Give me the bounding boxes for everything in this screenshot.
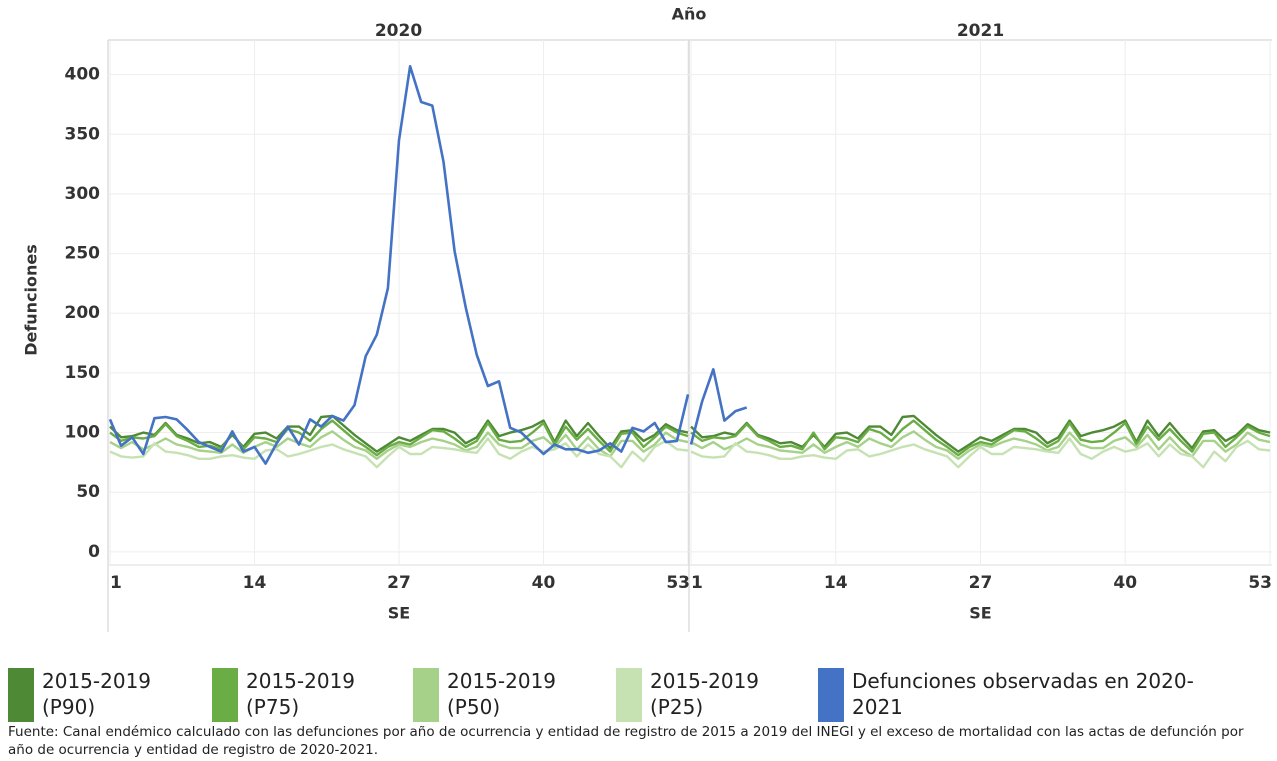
legend-swatch [8, 668, 34, 722]
x-axis-label: SE [388, 604, 410, 623]
x-axis-label: SE [969, 604, 991, 623]
x-tick-label: 14 [243, 573, 267, 593]
y-axis-label: Defunciones [22, 244, 41, 356]
x-tick-label: 14 [824, 573, 848, 593]
panel-title: 2021 [957, 21, 1004, 41]
legend: 2015-2019 (P90) 2015-2019 (P75) 2015-2019 … [8, 668, 1268, 722]
y-tick-label: 250 [65, 244, 101, 264]
legend-swatch [616, 668, 642, 722]
legend-item: Defunciones observadas en 2020-2021 [818, 668, 1232, 722]
x-tick-label: 40 [532, 573, 556, 593]
y-tick-label: 50 [76, 482, 100, 502]
series-line [108, 65, 690, 465]
chart: Año Defunciones 0 50 100 150 200 250 300 350 400… [22, 5, 1272, 632]
legend-swatch [818, 668, 844, 722]
y-tick-label: 0 [88, 542, 100, 562]
x-tick-label: 27 [387, 573, 411, 593]
legend-item: 2015-2019 (P90) [8, 668, 172, 722]
series-line [690, 419, 1271, 457]
y-tick-label: 100 [65, 423, 101, 443]
y-tick-label: 200 [65, 303, 101, 323]
legend-label: 2015-2019 (P75) [246, 669, 356, 719]
legend-label: 2015-2019 (P90) [42, 669, 152, 719]
series-line [690, 437, 1271, 469]
legend-swatch [413, 668, 439, 722]
x-tick-label: 53 [1248, 573, 1272, 593]
x-tick-label: 1 [110, 573, 122, 593]
series-line [689, 368, 748, 445]
legend-label: Defunciones observadas en 2020-2021 [852, 669, 1194, 719]
x-tick-label: 53 [666, 573, 690, 593]
legend-label: 2015-2019 (P25) [650, 669, 760, 719]
x-tick-label: 27 [969, 573, 993, 593]
legend-swatch [212, 668, 238, 722]
legend-label: 2015-2019 (P50) [447, 669, 557, 719]
x-tick-label: 40 [1113, 573, 1137, 593]
y-tick-label: 150 [65, 363, 101, 383]
y-tick-label: 350 [65, 124, 101, 144]
series-line [109, 414, 689, 453]
source-note: Fuente: Canal endémico calculado con las… [8, 724, 1244, 758]
legend-item: 2015-2019 (P75) [212, 668, 376, 722]
y-tick-label: 400 [65, 65, 101, 85]
legend-item: 2015-2019 (P25) [616, 668, 780, 722]
series-line [690, 414, 1271, 453]
y-tick-label: 300 [65, 184, 101, 204]
series-line [109, 437, 689, 469]
series-line [690, 430, 1271, 460]
legend-item: 2015-2019 (P50) [413, 668, 577, 722]
facet-label: Año [672, 5, 707, 24]
panel-title: 2020 [375, 21, 422, 41]
x-tick-label: 1 [691, 573, 703, 593]
series-line [109, 430, 689, 460]
